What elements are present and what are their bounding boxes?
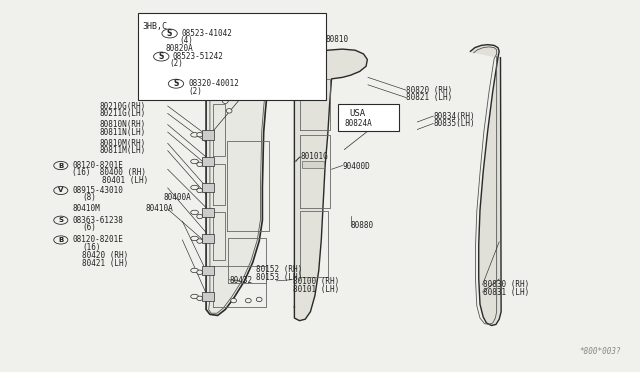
Text: B: B: [58, 163, 63, 169]
Text: 80410A: 80410A: [146, 204, 173, 213]
Text: 80211G(LH): 80211G(LH): [99, 109, 145, 118]
Text: 80210G(RH): 80210G(RH): [99, 102, 145, 110]
Ellipse shape: [191, 236, 198, 241]
Text: 80421 (LH): 80421 (LH): [82, 259, 128, 268]
Text: 80420 (RH): 80420 (RH): [82, 251, 128, 260]
Text: 80830 (RH): 80830 (RH): [483, 280, 529, 289]
Text: 80810: 80810: [325, 35, 348, 44]
Text: (2): (2): [170, 60, 184, 68]
Text: 80835(LH): 80835(LH): [434, 119, 476, 128]
Text: (6): (6): [82, 223, 96, 232]
Text: 08120-8201E: 08120-8201E: [72, 235, 123, 244]
Text: 80834(RH): 80834(RH): [434, 112, 476, 121]
Bar: [202, 292, 214, 301]
Ellipse shape: [191, 268, 198, 273]
Ellipse shape: [257, 297, 262, 302]
Text: (16): (16): [82, 243, 100, 252]
Ellipse shape: [212, 73, 219, 77]
Ellipse shape: [246, 298, 252, 303]
Bar: [202, 266, 214, 275]
Ellipse shape: [223, 99, 228, 103]
Ellipse shape: [191, 210, 198, 215]
Text: *800*003?: *800*003?: [579, 347, 621, 356]
Text: 08915-43010: 08915-43010: [72, 186, 123, 195]
Ellipse shape: [191, 294, 198, 299]
Ellipse shape: [220, 89, 225, 93]
Text: S: S: [58, 217, 63, 223]
Polygon shape: [294, 49, 367, 321]
Ellipse shape: [191, 159, 198, 164]
Text: 80401 (LH): 80401 (LH): [102, 176, 148, 185]
Text: S: S: [173, 79, 179, 88]
Text: 80432: 80432: [229, 276, 252, 285]
Bar: [138, 13, 326, 100]
Bar: [202, 157, 214, 166]
Text: 08120-8201E: 08120-8201E: [72, 161, 123, 170]
Text: 80831 (LH): 80831 (LH): [483, 288, 529, 296]
Text: 08320-40012: 08320-40012: [189, 79, 239, 88]
Text: 80101 (LH): 80101 (LH): [293, 285, 339, 294]
Text: 80821 (LH): 80821 (LH): [406, 93, 452, 102]
Ellipse shape: [197, 270, 202, 275]
Text: 80824A: 80824A: [344, 119, 372, 128]
Text: B: B: [58, 237, 63, 243]
Text: (2): (2): [189, 87, 203, 96]
Ellipse shape: [197, 188, 202, 193]
Polygon shape: [229, 39, 307, 61]
Text: 80101G: 80101G: [301, 153, 328, 161]
Bar: [202, 234, 214, 243]
Bar: [202, 183, 214, 192]
Text: 08523-51242: 08523-51242: [173, 52, 223, 61]
Ellipse shape: [227, 109, 232, 113]
Text: (16)  80400 (RH): (16) 80400 (RH): [72, 169, 147, 177]
Text: 08363-61238: 08363-61238: [72, 216, 123, 225]
Bar: [302, 161, 324, 168]
Text: 80400A: 80400A: [163, 193, 191, 202]
Ellipse shape: [231, 298, 237, 303]
Text: 80810N(RH): 80810N(RH): [99, 120, 145, 129]
Text: V: V: [58, 187, 63, 193]
Text: 80810M(RH): 80810M(RH): [99, 139, 145, 148]
Text: (8): (8): [82, 193, 96, 202]
Ellipse shape: [197, 239, 202, 243]
Text: 3HB,C: 3HB,C: [142, 22, 167, 31]
Text: 80153 (LH): 80153 (LH): [256, 273, 302, 282]
Text: 80811M(LH): 80811M(LH): [99, 146, 145, 155]
Text: S: S: [159, 52, 164, 61]
Text: 80100 (RH): 80100 (RH): [293, 278, 339, 286]
Ellipse shape: [191, 133, 198, 137]
Text: 80152 (RH): 80152 (RH): [256, 265, 302, 274]
Polygon shape: [206, 44, 303, 315]
Text: S: S: [167, 29, 172, 38]
Bar: [202, 208, 214, 217]
Ellipse shape: [197, 132, 202, 137]
Text: (4): (4): [179, 36, 193, 45]
Ellipse shape: [191, 185, 198, 190]
Ellipse shape: [197, 162, 202, 167]
Bar: [202, 130, 214, 140]
Text: 08523-41042: 08523-41042: [181, 29, 232, 38]
Text: 80811N(LH): 80811N(LH): [99, 128, 145, 137]
Text: 90400D: 90400D: [342, 162, 370, 171]
Text: 80820 (RH): 80820 (RH): [406, 86, 452, 94]
Ellipse shape: [197, 214, 202, 219]
Polygon shape: [208, 48, 230, 67]
Polygon shape: [470, 45, 501, 326]
Ellipse shape: [197, 296, 202, 301]
Text: USA: USA: [349, 109, 365, 118]
Text: 80820A: 80820A: [165, 44, 193, 53]
Bar: [338, 104, 399, 131]
Text: 80880: 80880: [351, 221, 374, 230]
Ellipse shape: [216, 81, 222, 86]
Text: 80410M: 80410M: [72, 204, 100, 213]
